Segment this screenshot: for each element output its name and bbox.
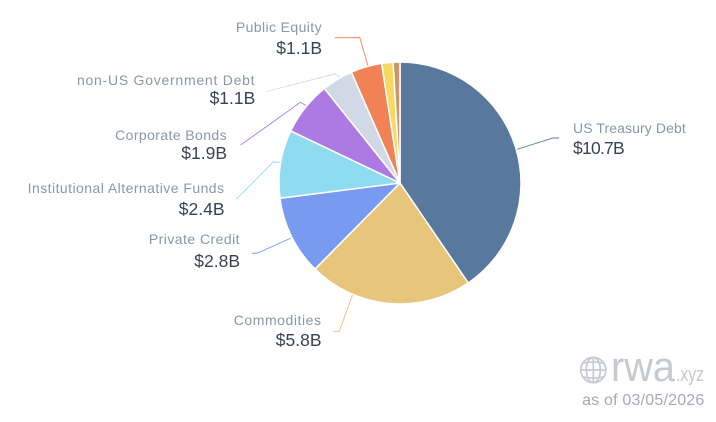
svg-text:rwa: rwa <box>611 343 676 390</box>
svg-text:.xyz: .xyz <box>676 364 704 386</box>
